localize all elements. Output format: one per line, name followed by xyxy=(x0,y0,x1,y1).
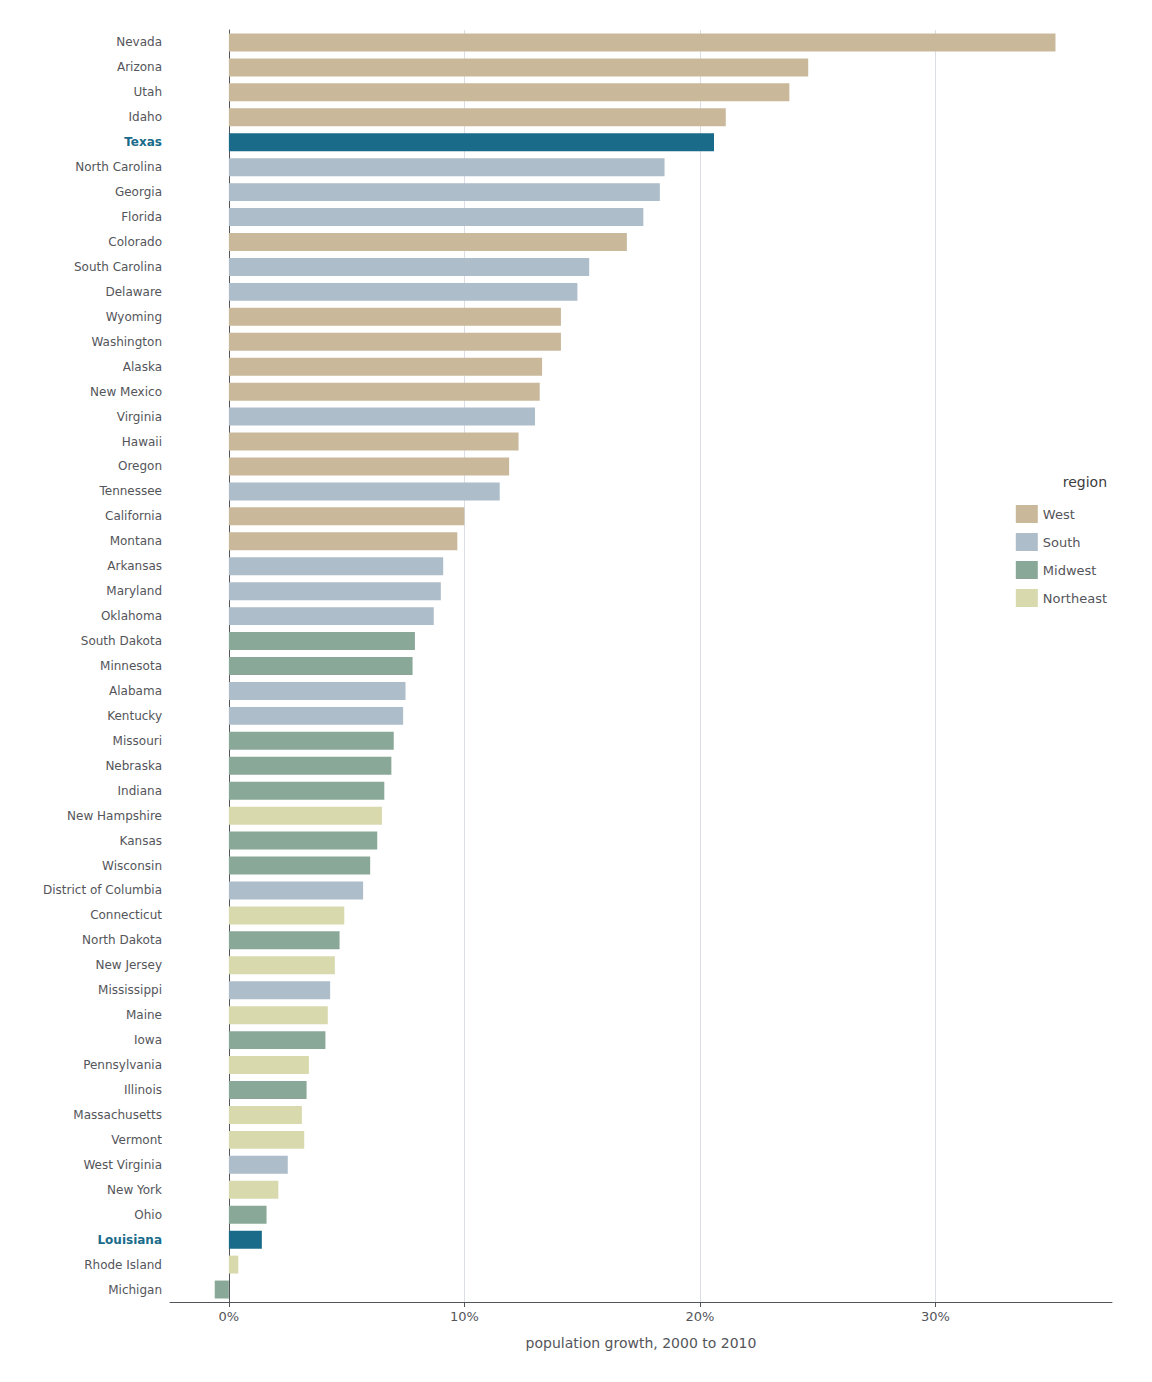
svg-text:Louisiana: Louisiana xyxy=(97,1233,162,1247)
svg-text:Georgia: Georgia xyxy=(115,185,162,199)
svg-text:Pennsylvania: Pennsylvania xyxy=(83,1058,162,1072)
svg-text:Alabama: Alabama xyxy=(109,684,162,698)
svg-text:Colorado: Colorado xyxy=(108,235,162,249)
svg-text:Montana: Montana xyxy=(110,534,162,548)
svg-text:Midwest: Midwest xyxy=(1043,563,1097,578)
svg-text:Hawaii: Hawaii xyxy=(122,435,162,449)
svg-text:Washington: Washington xyxy=(91,335,162,349)
svg-text:Mississippi: Mississippi xyxy=(98,983,162,997)
svg-text:Vermont: Vermont xyxy=(111,1133,162,1147)
svg-text:Virginia: Virginia xyxy=(117,410,162,424)
svg-text:region: region xyxy=(1063,474,1107,490)
svg-text:Idaho: Idaho xyxy=(129,110,162,124)
svg-text:Connecticut: Connecticut xyxy=(90,908,162,922)
svg-text:30%: 30% xyxy=(921,1309,950,1324)
svg-text:Utah: Utah xyxy=(134,85,162,99)
svg-text:Massachusetts: Massachusetts xyxy=(73,1108,162,1122)
svg-text:New Mexico: New Mexico xyxy=(90,385,162,399)
svg-text:10%: 10% xyxy=(450,1309,479,1324)
svg-text:population growth, 2000 to 201: population growth, 2000 to 2010 xyxy=(526,1335,757,1351)
svg-text:West Virginia: West Virginia xyxy=(83,1158,162,1172)
svg-text:Texas: Texas xyxy=(124,135,162,149)
svg-text:Maine: Maine xyxy=(126,1008,162,1022)
svg-text:Alaska: Alaska xyxy=(123,360,162,374)
svg-text:Kentucky: Kentucky xyxy=(107,709,162,723)
svg-text:Ohio: Ohio xyxy=(134,1208,162,1222)
svg-text:Florida: Florida xyxy=(121,210,162,224)
svg-text:Kansas: Kansas xyxy=(120,834,162,848)
svg-text:New York: New York xyxy=(107,1183,162,1197)
svg-text:Missouri: Missouri xyxy=(113,734,162,748)
svg-text:North Carolina: North Carolina xyxy=(75,160,162,174)
svg-text:20%: 20% xyxy=(685,1309,714,1324)
svg-text:Minnesota: Minnesota xyxy=(100,659,162,673)
svg-text:North Dakota: North Dakota xyxy=(82,933,162,947)
svg-text:Oregon: Oregon xyxy=(118,459,162,473)
svg-text:District of Columbia: District of Columbia xyxy=(43,883,162,897)
svg-text:Michigan: Michigan xyxy=(108,1283,162,1297)
svg-text:Oklahoma: Oklahoma xyxy=(101,609,162,623)
svg-text:Tennessee: Tennessee xyxy=(98,484,162,498)
svg-text:New Jersey: New Jersey xyxy=(95,958,162,972)
svg-text:South Dakota: South Dakota xyxy=(81,634,162,648)
svg-text:Nevada: Nevada xyxy=(116,35,162,49)
svg-text:Illinois: Illinois xyxy=(124,1083,162,1097)
svg-text:Nebraska: Nebraska xyxy=(105,759,162,773)
svg-text:South Carolina: South Carolina xyxy=(74,260,162,274)
svg-text:California: California xyxy=(105,509,162,523)
svg-text:Delaware: Delaware xyxy=(105,285,162,299)
svg-text:Arkansas: Arkansas xyxy=(107,559,162,573)
svg-text:Indiana: Indiana xyxy=(118,784,162,798)
svg-text:West: West xyxy=(1043,507,1075,522)
svg-text:Northeast: Northeast xyxy=(1043,591,1107,606)
svg-text:Wyoming: Wyoming xyxy=(106,310,162,324)
svg-text:0%: 0% xyxy=(219,1309,240,1324)
svg-text:Wisconsin: Wisconsin xyxy=(102,859,162,873)
svg-text:Iowa: Iowa xyxy=(134,1033,162,1047)
svg-text:Rhode Island: Rhode Island xyxy=(84,1258,162,1272)
svg-text:South: South xyxy=(1043,535,1081,550)
svg-text:Arizona: Arizona xyxy=(117,60,162,74)
svg-text:New Hampshire: New Hampshire xyxy=(67,809,162,823)
svg-text:Maryland: Maryland xyxy=(106,584,162,598)
